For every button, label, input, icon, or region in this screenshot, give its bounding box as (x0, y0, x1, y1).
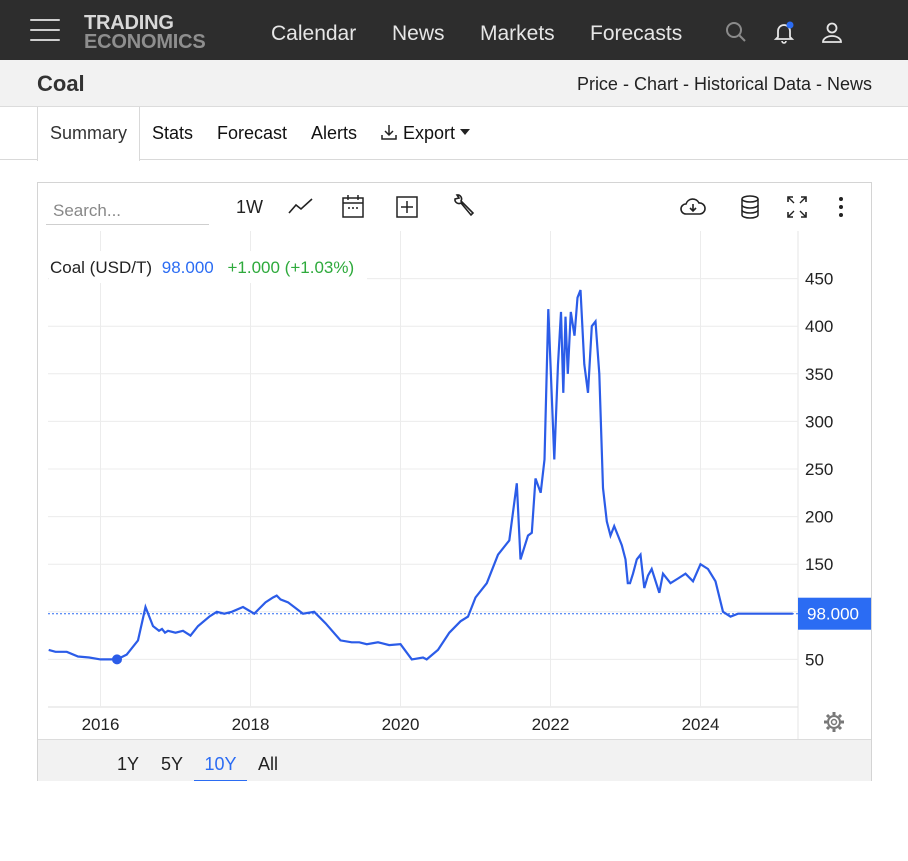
y-tick-label: 150 (805, 555, 833, 574)
wrench-icon[interactable] (451, 193, 475, 221)
notification-dot (786, 21, 794, 29)
x-tick-label: 2022 (532, 715, 570, 734)
x-tick-label: 2018 (232, 715, 270, 734)
calendar-icon[interactable] (341, 193, 365, 221)
range-1y[interactable]: 1Y (116, 754, 140, 774)
nav-news[interactable]: News (392, 22, 445, 45)
legend-series-name: Coal (USD/T) (50, 258, 152, 277)
title-bar: Coal Price - Chart - Historical Data - N… (0, 60, 908, 107)
chart-legend: Coal (USD/T) 98.000 +1.000 (+1.03%) (50, 258, 354, 277)
bell-icon[interactable] (772, 20, 796, 44)
tab-bar: Summary Stats Forecast Alerts Export (0, 107, 908, 161)
menu-icon[interactable] (30, 19, 60, 43)
search-icon[interactable] (724, 20, 748, 44)
last-price-tag (798, 597, 871, 630)
interval-selector[interactable]: 1W (236, 197, 263, 217)
tab-export-label: Export (403, 123, 456, 143)
nav-calendar[interactable]: Calendar (271, 22, 357, 45)
y-tick-label: 250 (805, 460, 833, 479)
logo-line-1: TRADING (84, 12, 174, 34)
add-series-icon[interactable] (395, 193, 419, 221)
y-tick-label: 300 (805, 412, 833, 431)
range-5y[interactable]: 5Y (160, 754, 184, 774)
tab-summary[interactable]: Summary (37, 107, 141, 161)
series-marker (112, 654, 122, 665)
price-chart[interactable]: 2016 2018 2020 2022 2024 50 150 200 250 300 350 40… (38, 231, 871, 739)
caret-down-icon (460, 129, 471, 135)
nav-markets[interactable]: Markets (480, 22, 555, 45)
user-icon[interactable] (820, 20, 844, 44)
nav-forecasts[interactable]: Forecasts (590, 22, 683, 45)
y-tick-label: 200 (805, 508, 833, 527)
database-icon[interactable] (739, 193, 761, 221)
last-price-label: 98.000 (807, 605, 859, 624)
series-line-coal (48, 289, 793, 661)
y-tick-label: 350 (805, 365, 833, 384)
tab-stats[interactable]: Stats (152, 123, 194, 143)
download-icon (381, 125, 397, 140)
y-tick-label: 50 (805, 650, 824, 669)
logo-line-2: ECONOMICS (84, 31, 206, 53)
more-icon[interactable] (833, 193, 849, 221)
chart-search-input[interactable] (46, 197, 209, 225)
top-navigation-bar: TRADING ECONOMICS Calendar News Markets … (0, 0, 908, 60)
legend-change: +1.000 (+1.03%) (227, 258, 354, 277)
page-title: Coal (37, 71, 85, 96)
breadcrumb[interactable]: Price - Chart - Historical Data - News (576, 74, 872, 94)
y-tick-label: 400 (805, 317, 833, 336)
x-tick-label: 2020 (382, 715, 420, 734)
tab-alerts[interactable]: Alerts (311, 123, 358, 143)
download-cloud-icon[interactable] (679, 193, 707, 221)
x-tick-label: 2024 (682, 715, 720, 734)
x-axis-ticks: 2016 2018 2020 2022 2024 (82, 715, 720, 734)
y-axis-ticks: 50 150 200 250 300 350 400 450 (805, 270, 833, 670)
range-10y[interactable]: 10Y (194, 740, 247, 781)
chart-container: 1W 2016 2018 2020 2022 2024 50 150 200 250 300 35… (37, 182, 872, 781)
line-chart-icon[interactable] (288, 193, 314, 221)
logo[interactable]: TRADING ECONOMICS (84, 12, 206, 53)
settings-gear-icon[interactable] (824, 712, 844, 732)
fullscreen-icon[interactable] (785, 193, 809, 221)
chart-grid (48, 231, 799, 739)
x-tick-label: 2016 (82, 715, 120, 734)
y-tick-label: 450 (805, 270, 833, 289)
range-all[interactable]: All (257, 754, 278, 774)
legend-value: 98.000 (162, 258, 214, 277)
range-selector-bar: 1Y 5Y 10Y All (38, 739, 871, 781)
tab-forecast[interactable]: Forecast (217, 123, 288, 143)
tab-export[interactable]: Export (368, 107, 482, 160)
